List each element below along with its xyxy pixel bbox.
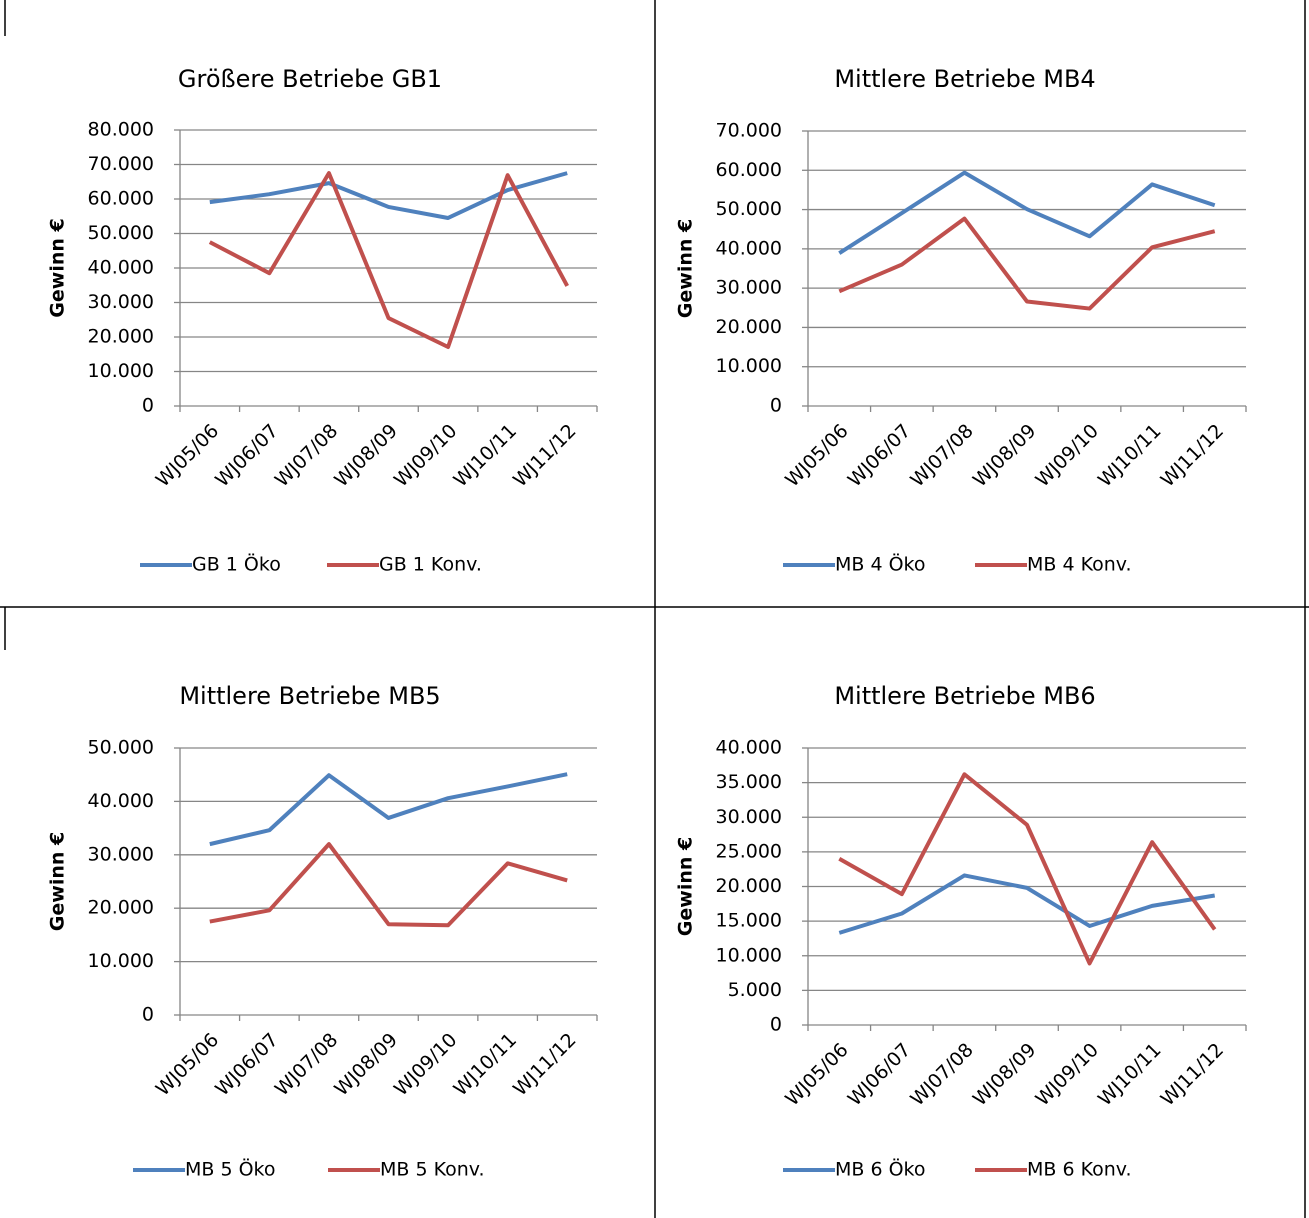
- y-tick-label: 50.000: [88, 737, 154, 759]
- x-tick-label: WJ07/08: [906, 420, 978, 492]
- series-line: [209, 842, 568, 928]
- legend-label: MB 6 Öko: [835, 1158, 926, 1181]
- y-tick-label: 50.000: [88, 222, 154, 244]
- x-tick-label: WJ07/08: [271, 1029, 343, 1101]
- x-tick-label: WJ11/12: [1157, 420, 1229, 492]
- x-tick-label: WJ05/06: [152, 420, 224, 492]
- y-axis-label: Gewinn €: [47, 832, 69, 931]
- y-tick-label: 40.000: [88, 790, 154, 812]
- y-axis-label: Gewinn €: [47, 218, 69, 317]
- x-tick-label: WJ08/09: [330, 1029, 402, 1101]
- legend-label: MB 5 Konv.: [380, 1159, 485, 1181]
- x-tick-label: WJ05/06: [152, 1029, 224, 1101]
- chart-title: Mittlere Betriebe MB6: [834, 682, 1095, 710]
- y-tick-label: 70.000: [716, 120, 782, 142]
- y-tick-label: 70.000: [88, 153, 154, 175]
- x-tick-label: WJ05/06: [781, 1039, 853, 1111]
- y-tick-label: 20.000: [88, 897, 154, 919]
- x-tick-label: WJ08/09: [969, 420, 1041, 492]
- y-tick-label: 20.000: [716, 316, 782, 338]
- x-tick-label: WJ06/07: [844, 420, 916, 492]
- series-line: [838, 216, 1216, 311]
- y-tick-label: 0: [142, 1004, 154, 1026]
- chart-title: Mittlere Betriebe MB4: [834, 65, 1095, 93]
- y-tick-label: 0: [142, 395, 154, 417]
- series-line: [838, 170, 1216, 255]
- x-tick-label: WJ09/10: [390, 1029, 462, 1101]
- chart-title: Größere Betriebe GB1: [178, 65, 442, 93]
- y-tick-label: 30.000: [88, 291, 154, 313]
- x-tick-label: WJ06/07: [211, 1029, 283, 1101]
- x-tick-label: WJ07/08: [906, 1039, 978, 1111]
- legend-label: MB 4 Öko: [835, 553, 926, 576]
- y-tick-label: 15.000: [716, 910, 782, 932]
- series-line: [208, 171, 569, 350]
- y-tick-label: 0: [770, 395, 782, 417]
- y-tick-label: 40.000: [88, 257, 154, 279]
- x-tick-label: WJ09/10: [1031, 1039, 1103, 1111]
- y-tick-label: 25.000: [716, 840, 782, 862]
- legend-label: GB 1 Konv.: [379, 554, 482, 576]
- x-tick-label: WJ06/07: [844, 1039, 916, 1111]
- series-line: [209, 772, 568, 847]
- x-tick-label: WJ10/11: [450, 1029, 522, 1101]
- y-tick-label: 0: [770, 1014, 782, 1036]
- y-tick-label: 30.000: [716, 806, 782, 828]
- y-tick-label: 60.000: [88, 188, 154, 210]
- chart-title: Mittlere Betriebe MB5: [179, 682, 440, 710]
- y-tick-label: 10.000: [716, 355, 782, 377]
- x-tick-label: WJ11/12: [509, 1029, 581, 1101]
- y-tick-label: 10.000: [88, 950, 154, 972]
- y-tick-label: 35.000: [716, 771, 782, 793]
- x-tick-label: WJ06/07: [211, 420, 283, 492]
- x-tick-label: WJ10/11: [1094, 1039, 1166, 1111]
- x-tick-label: WJ09/10: [390, 420, 462, 492]
- legend-label: MB 4 Konv.: [1027, 554, 1132, 576]
- y-tick-label: 40.000: [716, 237, 782, 259]
- y-tick-label: 80.000: [88, 119, 154, 141]
- y-tick-label: 40.000: [716, 737, 782, 759]
- y-tick-label: 5.000: [728, 979, 782, 1001]
- legend-label: MB 5 Öko: [185, 1158, 276, 1181]
- x-tick-label: WJ05/06: [781, 420, 853, 492]
- x-tick-label: WJ10/11: [1094, 420, 1166, 492]
- x-tick-label: WJ08/09: [330, 420, 402, 492]
- series-line: [838, 873, 1216, 935]
- y-axis-label: Gewinn €: [675, 837, 697, 936]
- x-tick-label: WJ08/09: [969, 1039, 1041, 1111]
- y-tick-label: 30.000: [716, 277, 782, 299]
- y-tick-label: 30.000: [88, 843, 154, 865]
- y-tick-label: 20.000: [88, 326, 154, 348]
- x-tick-label: WJ11/12: [1157, 1039, 1229, 1111]
- x-tick-label: WJ07/08: [271, 420, 343, 492]
- y-tick-label: 50.000: [716, 198, 782, 220]
- series-line: [209, 171, 568, 220]
- legend-label: GB 1 Öko: [192, 553, 281, 576]
- y-tick-label: 10.000: [88, 360, 154, 382]
- x-tick-label: WJ09/10: [1031, 420, 1103, 492]
- legend-label: MB 6 Konv.: [1027, 1159, 1132, 1181]
- y-tick-label: 10.000: [716, 944, 782, 966]
- y-tick-label: 20.000: [716, 875, 782, 897]
- x-tick-label: WJ10/11: [450, 420, 522, 492]
- x-tick-label: WJ11/12: [509, 420, 581, 492]
- y-tick-label: 60.000: [716, 159, 782, 181]
- series-line: [838, 772, 1217, 966]
- y-axis-label: Gewinn €: [675, 219, 697, 318]
